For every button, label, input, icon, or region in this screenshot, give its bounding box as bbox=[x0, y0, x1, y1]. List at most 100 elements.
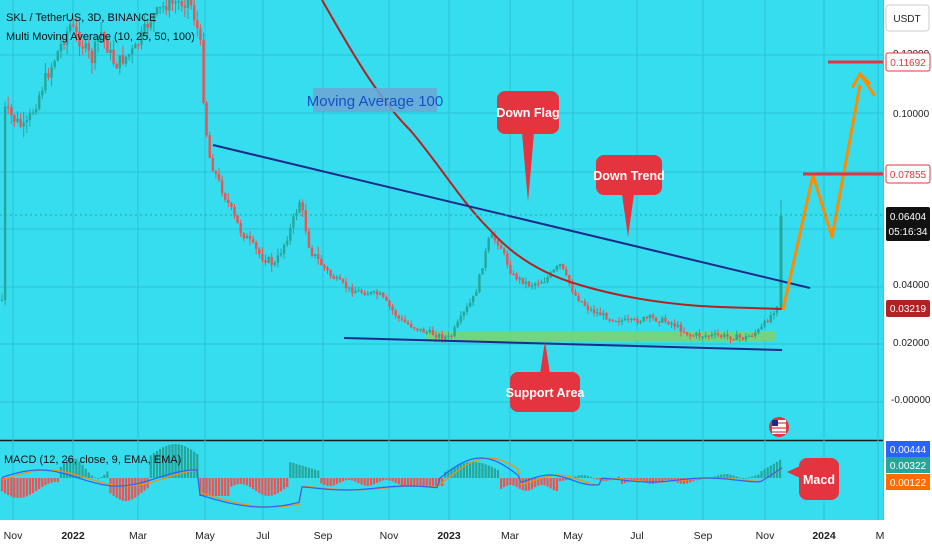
macd-histogram-bar bbox=[385, 478, 388, 480]
candle-body bbox=[419, 328, 422, 331]
candle-body bbox=[738, 334, 741, 338]
macd-histogram-bar bbox=[248, 478, 252, 488]
candle-body bbox=[16, 118, 19, 122]
candle-body bbox=[608, 319, 611, 321]
candle-body bbox=[0, 299, 4, 302]
macd-histogram-bar bbox=[332, 478, 335, 486]
macd-histogram-bar bbox=[258, 478, 261, 494]
macd-histogram-bar bbox=[0, 478, 4, 492]
macd-histogram-bar bbox=[196, 453, 199, 478]
candle-body bbox=[189, 0, 193, 6]
macd-histogram-bar bbox=[633, 478, 636, 481]
candle-body bbox=[679, 324, 683, 332]
macd-histogram-bar bbox=[772, 463, 775, 478]
candle-body bbox=[214, 171, 218, 174]
macd-histogram-bar bbox=[177, 444, 180, 478]
candle-body bbox=[109, 49, 112, 53]
macd-histogram-bar bbox=[115, 478, 118, 498]
price-axis-background bbox=[883, 0, 932, 520]
candle-body bbox=[115, 64, 118, 69]
candle-body bbox=[357, 290, 360, 292]
macd-histogram-bar bbox=[19, 478, 22, 498]
candle-body bbox=[506, 253, 509, 265]
down-trendline bbox=[212, 144, 811, 289]
candle-body bbox=[453, 327, 456, 336]
macd-histogram-bar bbox=[580, 475, 583, 478]
candle-body bbox=[484, 251, 487, 268]
macd-histogram-bar bbox=[431, 478, 434, 486]
candle-body bbox=[227, 199, 230, 203]
candle-body bbox=[239, 223, 242, 234]
candle-body bbox=[41, 90, 44, 96]
indicator-title: Multi Moving Average (10, 25, 50, 100) bbox=[6, 31, 195, 43]
candle-body bbox=[251, 239, 255, 243]
macd-histogram-bar bbox=[121, 478, 124, 501]
macd-histogram-bar bbox=[25, 478, 28, 497]
macd-histogram-bar bbox=[16, 478, 19, 498]
candle-body bbox=[571, 283, 574, 292]
ma100-price: 0.03219 bbox=[890, 304, 927, 315]
candle-body bbox=[112, 49, 115, 64]
candle-body bbox=[96, 36, 100, 42]
candle-body bbox=[413, 327, 416, 329]
candle-body bbox=[62, 43, 66, 45]
macd-histogram-bar bbox=[481, 463, 484, 478]
candle-body bbox=[38, 95, 41, 110]
candle-body bbox=[369, 292, 373, 295]
candle-body bbox=[363, 292, 366, 296]
macd-histogram-bar bbox=[50, 478, 53, 483]
histogram-value: 0.00122 bbox=[890, 478, 927, 489]
candle-body bbox=[720, 335, 723, 337]
macd-histogram-bar bbox=[416, 478, 419, 486]
macd-histogram-bar bbox=[490, 466, 493, 478]
candle-body bbox=[639, 321, 642, 323]
candle-body bbox=[611, 319, 614, 322]
candle-body bbox=[760, 326, 763, 330]
candle-body bbox=[527, 281, 531, 286]
macd-histogram-bar bbox=[314, 469, 317, 478]
currency-button[interactable] bbox=[885, 4, 930, 32]
candle-body bbox=[472, 295, 475, 303]
candle-body bbox=[673, 323, 676, 327]
macd-histogram-bar bbox=[583, 475, 586, 478]
macd-histogram-bar bbox=[193, 451, 196, 478]
macd-histogram-bar bbox=[28, 478, 31, 495]
candle-body bbox=[155, 7, 159, 15]
candle-body bbox=[289, 227, 292, 241]
macd-histogram-bar bbox=[534, 478, 537, 488]
macd-histogram-bar bbox=[252, 478, 255, 490]
macd-histogram-bar bbox=[394, 478, 397, 483]
macd-histogram-bar bbox=[428, 478, 431, 486]
macd-callout: Macd bbox=[787, 458, 839, 500]
candle-body bbox=[388, 300, 391, 307]
macd-histogram-bar bbox=[348, 478, 351, 480]
macd-histogram-bar bbox=[363, 478, 366, 486]
macd-histogram-bar bbox=[233, 478, 236, 486]
macd-histogram-bar bbox=[329, 478, 332, 486]
macd-histogram-bar bbox=[478, 462, 481, 478]
candle-body bbox=[580, 301, 583, 303]
macd-histogram-bar bbox=[286, 478, 289, 488]
macd-histogram-bar bbox=[162, 447, 165, 478]
macd-histogram-bar bbox=[140, 478, 143, 493]
candle-body bbox=[341, 279, 345, 283]
macd-histogram-bar bbox=[100, 477, 103, 478]
candle-body bbox=[689, 334, 692, 336]
macd-line bbox=[1, 457, 783, 508]
macd-histogram-bar bbox=[552, 478, 555, 491]
macd-histogram-bar bbox=[766, 467, 769, 478]
macd-histogram-bar bbox=[729, 474, 732, 478]
candle-body bbox=[732, 339, 735, 341]
candle-body bbox=[317, 254, 320, 259]
candle-body bbox=[162, 6, 165, 8]
candle-body bbox=[658, 321, 661, 323]
candle-body bbox=[490, 234, 493, 238]
candle-body bbox=[391, 306, 394, 311]
candle-body bbox=[196, 20, 199, 29]
candle-body bbox=[183, 5, 187, 8]
time-axis: Nov 2022 Mar May Jul Sep Nov 2023 Mar May Jul Sep No… bbox=[4, 530, 885, 542]
macd-histogram-bar bbox=[211, 478, 214, 496]
macd-histogram-bar bbox=[10, 478, 13, 497]
candle-body bbox=[127, 54, 131, 57]
candle-body bbox=[124, 56, 128, 64]
